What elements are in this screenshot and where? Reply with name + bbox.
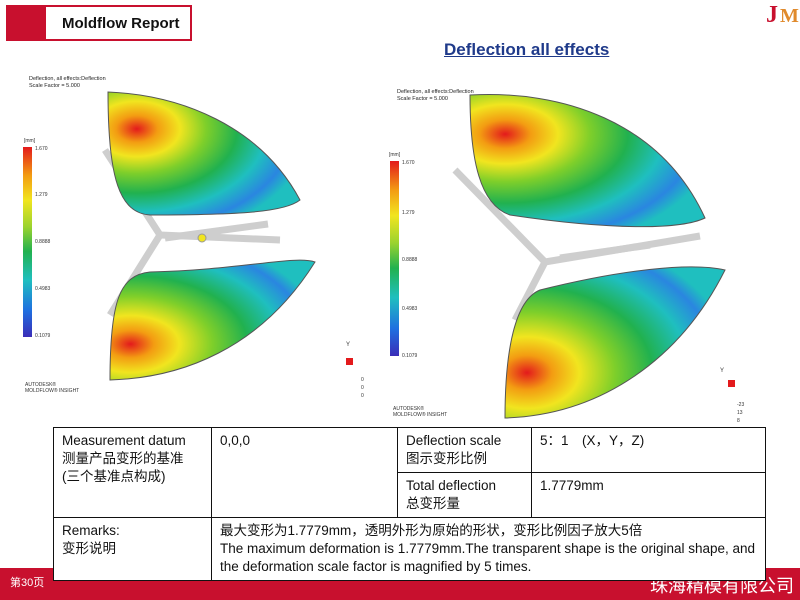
plot-right-tick: 1.279: [402, 210, 415, 216]
remarks-text-en: The maximum deformation is 1.7779mm.The …: [220, 541, 756, 574]
remarks-text-cn: 最大变形为1.7779mm，透明外形为原始的形状，变形比例因子放大5倍: [220, 523, 643, 538]
plot-right-axis-label: Y: [720, 368, 725, 374]
scale-value: 5：1 (X，Y，Z): [531, 427, 766, 473]
report-title: Moldflow Report: [62, 15, 180, 32]
remarks-label-en: Remarks:: [62, 523, 120, 538]
total-label-en: Total deflection: [406, 478, 497, 493]
plot-right-brand-line2: MOLDFLOW® INSIGHT: [393, 412, 448, 418]
plot-right-tick: 0.4983: [402, 306, 418, 312]
plot-left-caption-line1: Deflection, all effects:Deflection: [29, 76, 106, 82]
table-row: Total deflection 总变形量 1.7779mm: [54, 472, 766, 518]
plot-left-tick: 0.4983: [35, 286, 51, 292]
table-row: Measurement datum 测量产品变形的基准 (三个基准点构成) 0,…: [53, 427, 766, 518]
scale-label-cell: Deflection scale 图示变形比例: [397, 427, 532, 473]
plot-right-axis-triad: [728, 380, 735, 387]
plot-left-part-upper: [107, 91, 301, 216]
page-subtitle: Deflection all effects: [444, 40, 610, 59]
plot-right-brand-line1: AUTODESK®: [393, 406, 425, 412]
plot-right-caption-line1: Deflection, all effects:Deflection: [397, 89, 474, 95]
plot-left-part-lower: [109, 259, 316, 381]
remarks-text-cell: 最大变形为1.7779mm，透明外形为原始的形状，变形比例因子放大5倍 The …: [211, 517, 766, 581]
plot-right-legend-bar: [390, 161, 399, 356]
plot-left-axis-label: Y: [346, 342, 351, 348]
plot-left-axis-value: 0: [361, 385, 364, 391]
plot-left-caption-line2: Scale Factor = 5.000: [29, 83, 80, 89]
total-label-cn: 总变形量: [406, 496, 460, 511]
plot-left-gate-marker: [197, 233, 207, 243]
logo-letter-j: J: [766, 2, 778, 28]
plot-right-axis-value: 13: [737, 410, 743, 416]
plot-right-runner-system: [452, 167, 701, 322]
scale-label-cn: 图示变形比例: [406, 451, 487, 466]
scale-label-en: Deflection scale: [406, 433, 502, 448]
company-name: 珠海精模有限公司: [650, 576, 794, 596]
page-number: 第30页: [10, 577, 45, 589]
plot-left-caption: Deflection, all effects:Deflection Scale…: [29, 76, 106, 90]
deflection-info-table: Measurement datum 测量产品变形的基准 (三个基准点构成) 0,…: [53, 427, 766, 581]
plot-right-caption: Deflection, all effects:Deflection Scale…: [397, 89, 474, 103]
datum-label-cn-note: (三个基准点构成): [62, 469, 166, 484]
datum-value: 0,0,0: [211, 427, 398, 518]
plot-right-legend-unit: [mm]: [389, 152, 401, 158]
plot-right-tick: 1.670: [402, 160, 415, 166]
total-value: 1.7779mm: [531, 472, 766, 518]
total-label-cell: Total deflection 总变形量: [397, 472, 532, 518]
datum-label-en: Measurement datum: [62, 433, 186, 448]
plot-right-caption-line2: Scale Factor = 5.000: [397, 96, 448, 102]
plot-left-brand-line1: AUTODESK®: [25, 382, 57, 388]
remarks-label-cell: Remarks: 变形说明: [53, 517, 212, 581]
plot-left-tick: 0.1079: [35, 333, 51, 339]
plot-left-brand-line2: MOLDFLOW® INSIGHT: [25, 388, 80, 394]
plot-right-part-upper: [469, 93, 706, 228]
report-header: Moldflow Report: [6, 5, 192, 41]
plot-left-axis-values: 0 0 0: [361, 376, 364, 400]
plot-left-tick: 1.670: [35, 146, 48, 152]
plot-right-tick: 0.8888: [402, 257, 418, 263]
plot-left-legend-bar: [23, 147, 32, 337]
datum-label-cell: Measurement datum 测量产品变形的基准 (三个基准点构成): [53, 427, 212, 518]
plot-left-axis-value: 0: [361, 377, 364, 383]
remarks-label-cn: 变形说明: [62, 541, 116, 556]
datum-label-cn: 测量产品变形的基准: [62, 451, 184, 466]
logo-letter-m: M: [780, 5, 799, 27]
plot-right-axis-value: 8: [737, 418, 740, 424]
plot-right-brand: AUTODESK® MOLDFLOW® INSIGHT: [393, 406, 447, 418]
plot-right-axis-values: -23 13 8: [737, 401, 744, 425]
plot-left-brand: AUTODESK® MOLDFLOW® INSIGHT: [25, 382, 79, 394]
table-row: Remarks: 变形说明 最大变形为1.7779mm，透明外形为原始的形状，变…: [53, 517, 766, 581]
plot-left-axis-value: 0: [361, 393, 364, 399]
plot-left-tick: 0.8888: [35, 239, 51, 245]
plot-left-legend-unit: [mm]: [24, 138, 36, 144]
header-accent-bar: [8, 7, 46, 39]
plot-right-axis-value: -23: [737, 402, 745, 408]
plot-left-axis-triad: [346, 358, 353, 365]
plot-right-part-lower: [504, 266, 726, 419]
plot-left-tick: 1.279: [35, 192, 48, 198]
plot-right-tick: 0.1079: [402, 353, 418, 359]
